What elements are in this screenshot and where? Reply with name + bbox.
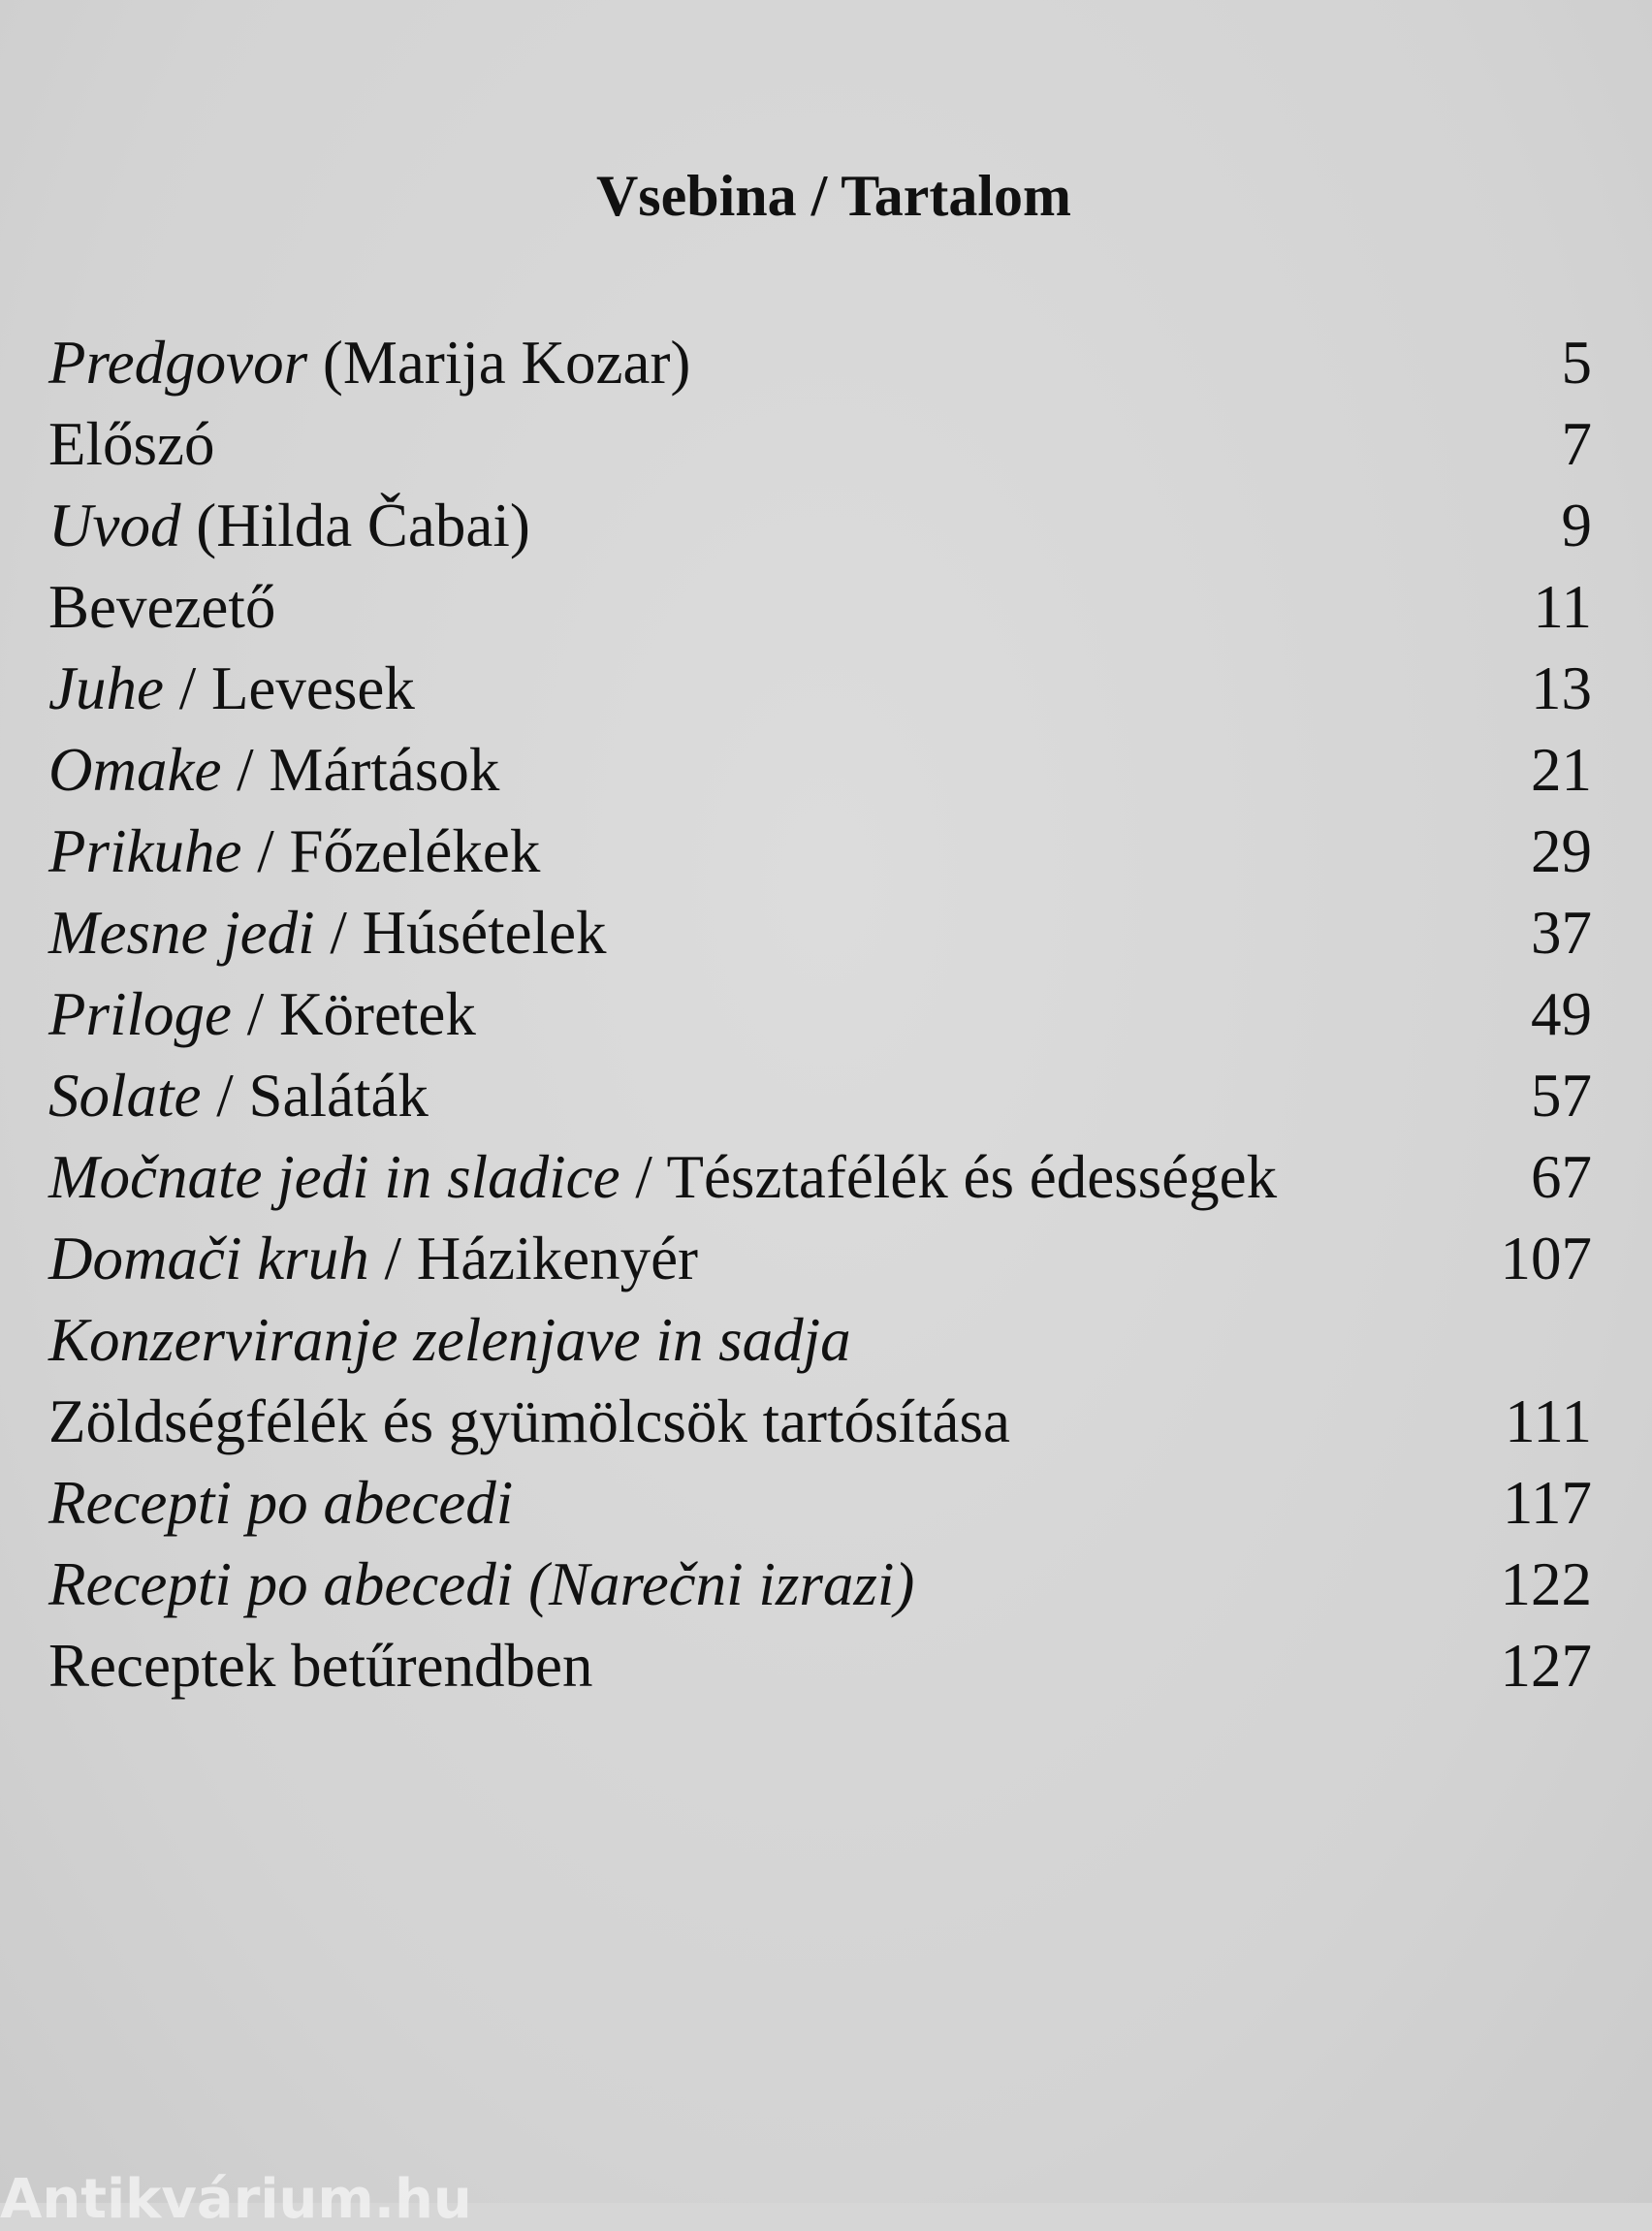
toc-entry: Priloge / Köretek 49 [48,973,1592,1055]
toc-entry: Uvod (Hilda Čabai) 9 [48,485,1592,566]
toc-entry-slovene: Recepti po abecedi (Narečni izrazi) [48,1550,915,1618]
toc-entry: Előszó 7 [48,403,1592,485]
toc-entry-slovene: Priloge [48,980,232,1048]
toc-entry: Predgovor (Marija Kozar) 5 [48,322,1592,403]
toc-entry-slovene: Uvod [48,492,181,559]
toc-entry: Mesne jedi / Húsételek 37 [48,892,1592,973]
toc-entry-hungarian: / Húsételek [314,899,607,967]
toc-entry-title: Močnate jedi in sladice / Tésztafélék és… [48,1136,1277,1218]
toc-entry-slovene: Konzerviranje zelenjave in sadja [48,1306,851,1374]
toc-entry-page: 117 [1502,1469,1592,1537]
toc-entry-title: Uvod (Hilda Čabai) [48,485,530,566]
toc-entry: Bevezető 11 [48,566,1592,648]
toc-entry-hungarian: / Mártások [221,736,500,804]
toc-entry-hungarian: / Főzelékek [241,817,541,885]
toc-entry-slovene: Omake [48,736,222,804]
toc-entry-hungarian: Zöldségfélék és gyümölcsök tartósítása [48,1387,1011,1455]
toc-entry-slovene: Mesne jedi [48,899,315,967]
toc-entry-slovene: Močnate jedi in sladice [48,1143,620,1211]
toc-entry-hungarian: Receptek betűrendben [48,1632,593,1700]
toc-entry-title: Konzerviranje zelenjave in sadja [48,1299,851,1381]
toc-entry-title: Előszó [48,403,214,485]
toc-entry-hungarian: / Köretek [231,980,476,1048]
toc-entry: Juhe / Levesek 13 [48,648,1592,729]
toc-entry-page: 57 [1531,1062,1592,1130]
toc-entry-title: Bevezető [48,566,275,648]
toc-entry-hungarian: / Tésztafélék és édességek [620,1143,1278,1211]
toc-entry-page: 21 [1531,736,1592,804]
toc-entry: Solate / Saláták 57 [48,1055,1592,1136]
toc-entry-page: 5 [1561,329,1593,397]
toc-entry-slovene: Prikuhe [48,817,242,885]
toc-entry-title: Prikuhe / Főzelékek [48,811,540,892]
toc-entry-hungarian: (Hilda Čabai) [180,492,530,559]
page-title: Vsebina / Tartalom [595,164,1072,228]
toc-entry-title: Predgovor (Marija Kozar) [48,322,690,403]
toc-entry-title: Recepti po abecedi [48,1462,513,1544]
toc-entry-hungarian: / Saláták [201,1062,429,1130]
toc-entry-page: 111 [1505,1387,1592,1455]
toc-entry-slovene: Predgovor [48,329,308,397]
toc-entry: Omake / Mártások 21 [48,729,1592,811]
toc-entry: Konzerviranje zelenjave in sadja [48,1299,1592,1381]
toc-entry: Receptek betűrendben 127 [48,1625,1592,1706]
toc-entry: Prikuhe / Főzelékek 29 [48,811,1592,892]
watermark: Antikvárium.hu [0,2168,472,2231]
toc-entry-page: 9 [1561,492,1593,559]
toc-entry-hungarian: / Házikenyér [368,1225,699,1292]
toc-entry-page: 13 [1531,654,1592,722]
toc-entry-title: Mesne jedi / Húsételek [48,892,607,973]
toc-entry-title: Zöldségfélék és gyümölcsök tartósítása [48,1381,1010,1462]
toc-entry-slovene: Solate [48,1062,202,1130]
toc-entry-hungarian: (Marija Kozar) [307,329,691,397]
toc-entry-page: 127 [1500,1632,1593,1700]
toc-entry-title: Receptek betűrendben [48,1625,593,1706]
toc-entry: Domači kruh / Házikenyér 107 [48,1218,1592,1299]
toc-entry-page: 11 [1533,573,1592,641]
toc-entry-page: 37 [1531,899,1592,967]
toc-entry: Recepti po abecedi 117 [48,1462,1592,1544]
toc-entry-title: Omake / Mártások [48,729,499,811]
toc-entry-page: 122 [1500,1550,1593,1618]
toc-entry-slovene: Juhe [48,654,164,722]
toc-entry-title: Solate / Saláták [48,1055,429,1136]
toc-entry-page: 49 [1531,980,1592,1048]
toc-entry-hungarian: / Levesek [163,654,415,722]
toc-entry-title: Recepti po abecedi (Narečni izrazi) [48,1544,914,1625]
toc-entry-hungarian: Előszó [48,410,215,478]
toc-entry-hungarian: Bevezető [48,573,276,641]
toc-entry: Recepti po abecedi (Narečni izrazi) 122 [48,1544,1592,1625]
toc-entry-page: 67 [1531,1143,1592,1211]
toc-entry: Močnate jedi in sladice / Tésztafélék és… [48,1136,1592,1218]
toc-entry-page: 107 [1500,1225,1593,1292]
toc-entry-title: Domači kruh / Házikenyér [48,1218,698,1299]
toc-entry-page: 7 [1561,410,1593,478]
toc-entry-page: 29 [1531,817,1592,885]
toc-entry-title: Priloge / Köretek [48,973,476,1055]
toc-entry-title: Juhe / Levesek [48,648,415,729]
toc-entry-slovene: Recepti po abecedi [48,1469,514,1537]
toc-entry-slovene: Domači kruh [48,1225,369,1292]
toc-entry: Zöldségfélék és gyümölcsök tartósítása 11… [48,1381,1592,1462]
